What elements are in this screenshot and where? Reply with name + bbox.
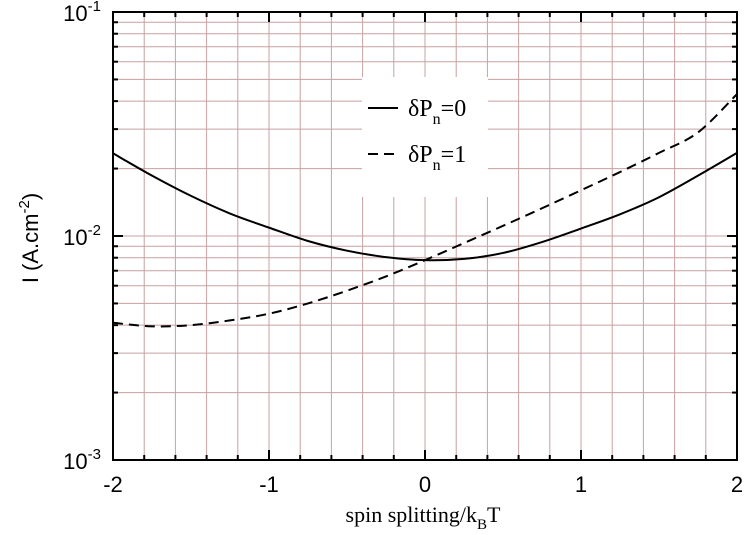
axis-ticks [112, 11, 738, 461]
y-tick-label: 10-2 [63, 222, 101, 250]
legend-box [362, 77, 488, 197]
x-tick-label: -1 [259, 472, 279, 497]
x-tick-label: 0 [419, 472, 431, 497]
x-axis-label: spin splitting/kBT [346, 502, 501, 533]
y-tick-labels: 10-3 10-2 10-1 [63, 0, 101, 474]
x-tick-label: 1 [575, 472, 587, 497]
y-axis-label: I (A.cm-2) [16, 193, 43, 283]
x-tick-label: 2 [731, 472, 743, 497]
legend: δPn=0 δPn=1 [362, 77, 488, 197]
series-line-1 [112, 93, 738, 328]
legend-entry-1: δPn=1 [408, 142, 466, 174]
x-tick-labels: -2 -1 0 1 2 [103, 472, 743, 497]
series-lines [112, 93, 738, 328]
y-tick-label: 10-3 [63, 446, 101, 474]
legend-entry-0: δPn=0 [408, 96, 466, 128]
x-tick-label: -2 [103, 472, 123, 497]
y-tick-label: 10-1 [63, 0, 101, 26]
